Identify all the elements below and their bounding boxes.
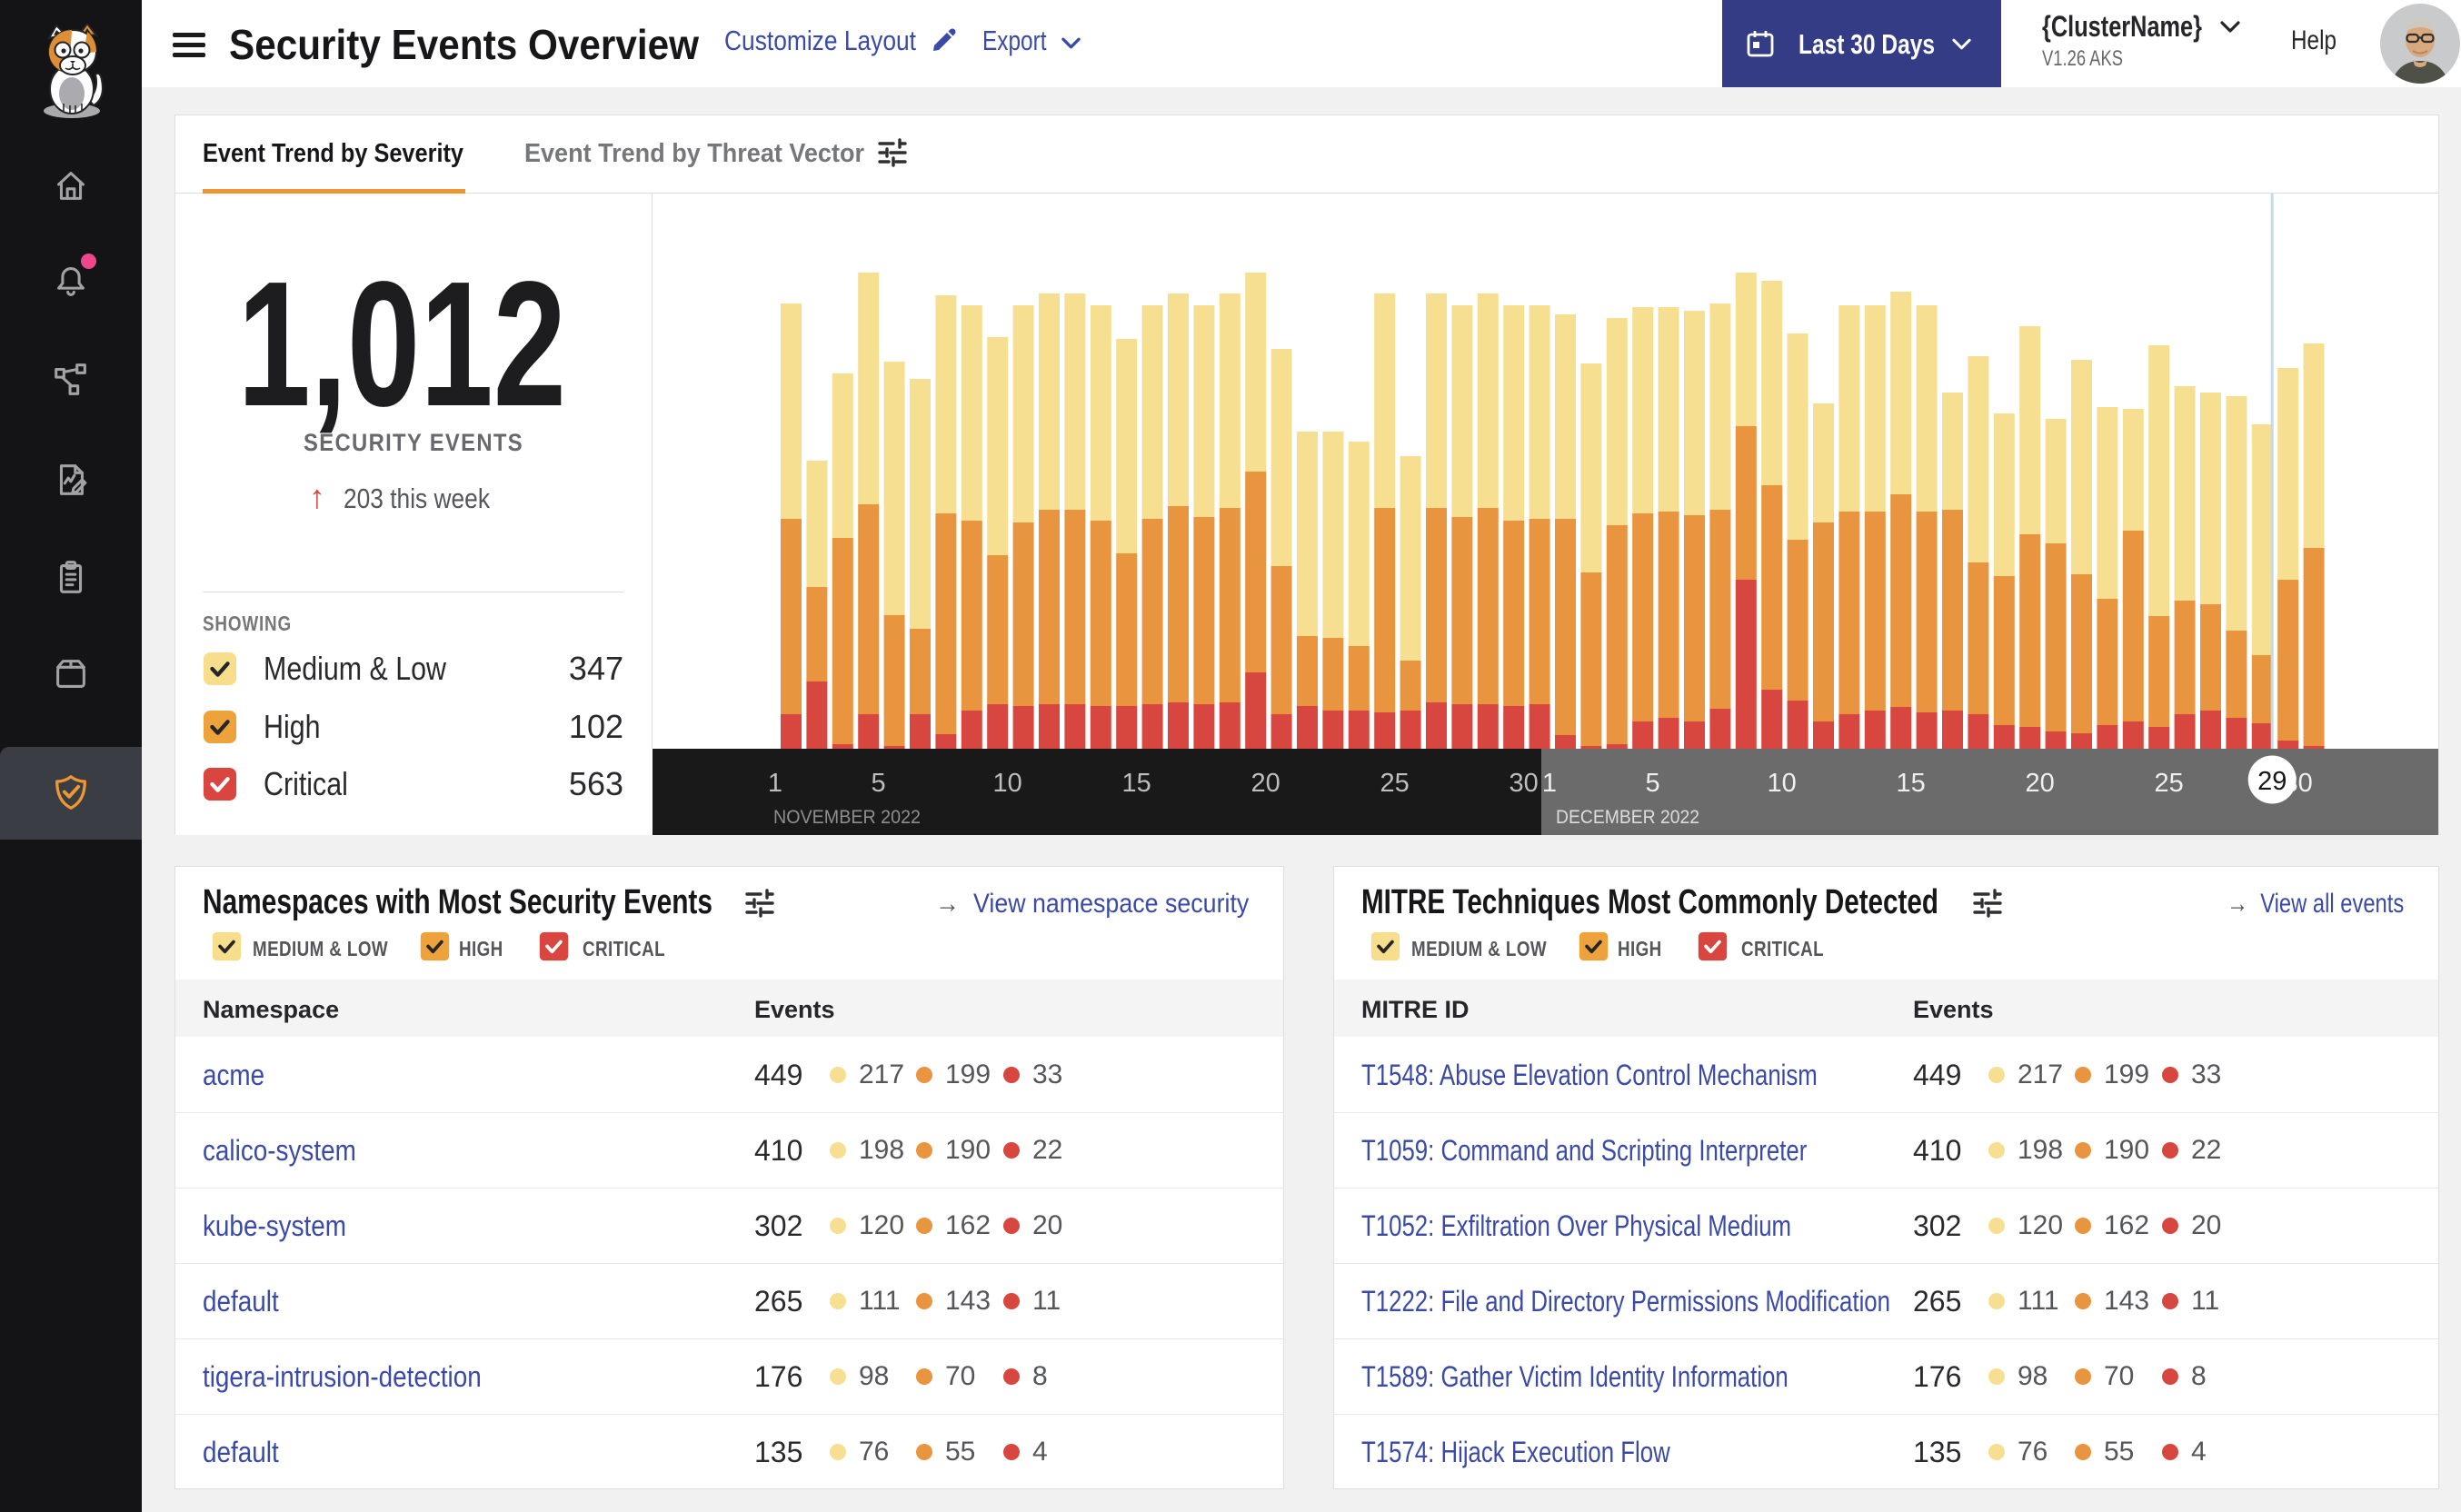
svg-text:NOVEMBER 2022: NOVEMBER 2022 [773, 807, 921, 828]
svg-text:1: 1 [1542, 769, 1557, 798]
svg-text:29: 29 [2257, 767, 2287, 796]
svg-text:10: 10 [992, 769, 1021, 798]
svg-text:1: 1 [768, 769, 782, 798]
svg-text:10: 10 [1767, 769, 1796, 798]
svg-text:15: 15 [1121, 769, 1151, 798]
svg-text:20: 20 [2025, 769, 2054, 798]
svg-text:20: 20 [1250, 769, 1280, 798]
svg-text:15: 15 [1896, 769, 1925, 798]
svg-text:5: 5 [872, 769, 886, 798]
svg-text:25: 25 [2154, 769, 2183, 798]
svg-text:25: 25 [1380, 769, 1409, 798]
svg-text:DECEMBER 2022: DECEMBER 2022 [1556, 807, 1699, 828]
svg-text:5: 5 [1646, 769, 1660, 798]
svg-text:30: 30 [1509, 769, 1538, 798]
